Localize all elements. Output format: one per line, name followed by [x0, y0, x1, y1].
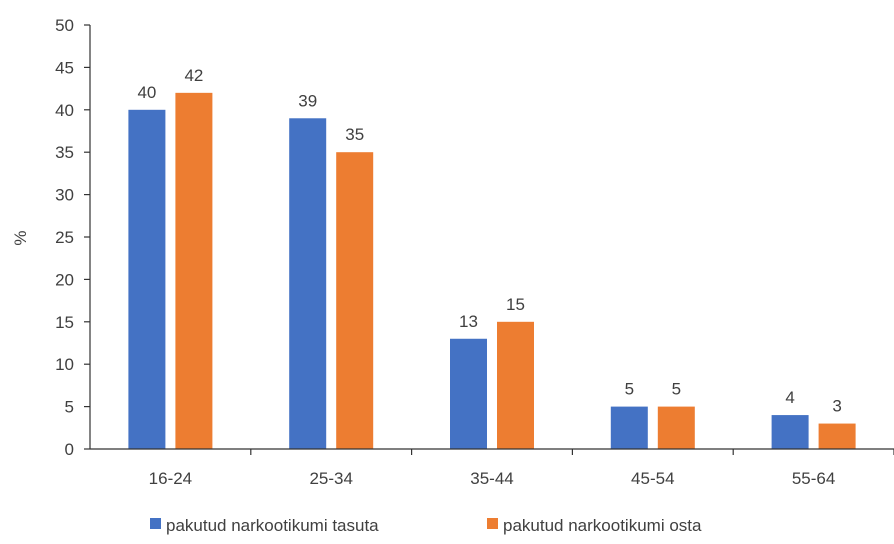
bar-tasuta-16-24: [128, 109, 166, 450]
x-axis-ticks: 16-24 25-34 35-44 45-54 55-64: [149, 449, 894, 488]
y-tick-label: 40: [55, 101, 74, 120]
bar-tasuta-25-34: [289, 118, 327, 449]
bar-osta-55-64: [818, 423, 856, 449]
y-tick-label: 10: [55, 355, 74, 374]
data-label: 13: [459, 312, 478, 331]
bar-osta-25-34: [336, 152, 374, 449]
legend-swatch: [150, 518, 161, 529]
x-tick-label: 25-34: [309, 469, 352, 488]
bar-osta-16-24: [175, 92, 213, 449]
data-label: 40: [137, 83, 156, 102]
axes-group: [89, 25, 894, 450]
bar-osta-35-44: [497, 321, 534, 449]
legend-label: pakutud narkootikumi tasuta: [166, 516, 379, 535]
y-tick-label: 25: [55, 228, 74, 247]
y-tick-label: 35: [55, 143, 74, 162]
data-label: 42: [184, 66, 203, 85]
data-label: 3: [832, 397, 841, 416]
y-tick-label: 0: [65, 440, 74, 459]
data-label: 4: [785, 388, 794, 407]
y-tick-label: 30: [55, 186, 74, 205]
y-tick-label: 5: [65, 398, 74, 417]
y-tick-label: 20: [55, 270, 74, 289]
bar-tasuta-35-44: [450, 338, 487, 449]
y-tick-label: 45: [55, 58, 74, 77]
legend-swatch: [487, 518, 498, 529]
x-tick-label: 45-54: [631, 469, 674, 488]
data-label: 5: [672, 380, 681, 399]
bar-series-group: [128, 92, 856, 450]
x-tick-label: 16-24: [149, 469, 192, 488]
y-tick-label: 15: [55, 313, 74, 332]
legend-label: pakutud narkootikumi osta: [503, 516, 702, 535]
bar-osta-45-54: [657, 406, 695, 449]
legend: pakutud narkootikumi tasuta pakutud narko…: [150, 516, 702, 535]
data-label: 39: [298, 91, 317, 110]
bar-tasuta-45-54: [610, 406, 648, 449]
data-label: 35: [345, 125, 364, 144]
data-label: 15: [506, 295, 525, 314]
y-tick-label: 50: [55, 16, 74, 35]
y-axis-ticks: 0 5 10 15 20 25 30 35 40 45 50: [55, 16, 90, 459]
data-label: 5: [625, 380, 634, 399]
x-tick-label: 35-44: [470, 469, 513, 488]
data-labels-group: 40 42 39 35 13 15 5 5 4 3: [137, 66, 841, 416]
bar-tasuta-55-64: [771, 415, 809, 449]
x-tick-label: 55-64: [792, 469, 835, 488]
y-axis-title: %: [11, 230, 30, 245]
